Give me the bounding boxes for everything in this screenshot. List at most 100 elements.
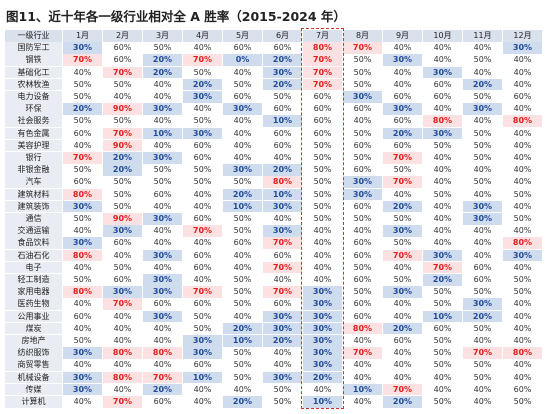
win-rate: 20% bbox=[143, 66, 182, 79]
win-rate: 40% bbox=[193, 201, 212, 211]
win-rate: 10% bbox=[303, 396, 342, 408]
win-rate: 70% bbox=[383, 249, 422, 262]
win-rate: 50% bbox=[273, 92, 292, 101]
win-rate: 40% bbox=[193, 275, 212, 284]
win-rate: 50% bbox=[193, 116, 212, 126]
column-header: 3月 bbox=[143, 30, 182, 42]
win-rate: 30% bbox=[63, 42, 102, 54]
win-rate: 60% bbox=[273, 299, 292, 309]
win-rate: 40% bbox=[73, 67, 92, 77]
win-rate: 60% bbox=[233, 92, 252, 101]
win-rate: 40% bbox=[153, 140, 172, 150]
win-rate: 50% bbox=[513, 275, 532, 284]
win-rate: 40% bbox=[113, 311, 132, 321]
industry-name: 计算机 bbox=[5, 396, 62, 408]
win-rate: 60% bbox=[193, 299, 212, 309]
win-rate: 70% bbox=[343, 347, 382, 359]
win-rate: 50% bbox=[113, 79, 132, 89]
win-rate: 50% bbox=[473, 360, 492, 370]
win-rate: 30% bbox=[343, 176, 382, 188]
win-rate: 40% bbox=[513, 140, 532, 150]
win-rate: 80% bbox=[303, 42, 342, 54]
column-header: 12月 bbox=[503, 30, 542, 42]
win-rate: 50% bbox=[313, 214, 332, 223]
win-rate: 60% bbox=[393, 116, 412, 126]
win-rate: 90% bbox=[103, 103, 142, 115]
win-rate: 50% bbox=[433, 360, 452, 370]
win-rate: 10% bbox=[183, 371, 222, 384]
win-rate: 40% bbox=[433, 384, 452, 394]
win-rate: 60% bbox=[353, 250, 372, 260]
win-rate: 30% bbox=[143, 152, 182, 164]
win-rate: 50% bbox=[73, 336, 92, 345]
win-rate: 40% bbox=[393, 372, 412, 382]
win-rate: 60% bbox=[353, 311, 372, 321]
win-rate: 40% bbox=[233, 128, 252, 138]
win-rate: 50% bbox=[353, 55, 372, 65]
win-rate: 40% bbox=[513, 360, 532, 370]
win-rate: 10% bbox=[263, 115, 302, 127]
win-rate: 30% bbox=[183, 127, 222, 140]
win-rate: 60% bbox=[473, 275, 492, 284]
win-rate: 50% bbox=[313, 140, 332, 150]
win-rate: 50% bbox=[433, 397, 452, 406]
win-rate: 40% bbox=[393, 360, 412, 370]
win-rate: 30% bbox=[303, 335, 342, 347]
win-rate: 30% bbox=[143, 274, 182, 286]
win-rate: 40% bbox=[113, 92, 132, 101]
win-rate: 60% bbox=[393, 336, 412, 345]
win-rate: 50% bbox=[273, 384, 292, 394]
win-rate: 40% bbox=[513, 323, 532, 333]
win-rate: 50% bbox=[153, 165, 172, 175]
win-rate: 30% bbox=[303, 347, 342, 359]
win-rate: 40% bbox=[313, 275, 332, 284]
win-rate: 10% bbox=[223, 335, 262, 347]
industry-name: 钢铁 bbox=[5, 54, 62, 66]
win-rate: 90% bbox=[103, 139, 142, 152]
win-rate: 70% bbox=[103, 298, 142, 310]
win-rate: 50% bbox=[233, 177, 252, 187]
win-rate: 60% bbox=[513, 384, 532, 394]
win-rate: 40% bbox=[353, 226, 372, 236]
win-rate: 40% bbox=[433, 55, 452, 65]
win-rate: 40% bbox=[513, 153, 532, 162]
win-rate: 50% bbox=[73, 79, 92, 89]
win-rate: 20% bbox=[223, 322, 262, 335]
win-rate: 70% bbox=[383, 152, 422, 164]
win-rate: 30% bbox=[303, 286, 342, 298]
win-rate: 20% bbox=[223, 396, 262, 408]
win-rate: 40% bbox=[513, 165, 532, 175]
industry-name: 房地产 bbox=[5, 335, 62, 347]
win-rate: 20% bbox=[383, 127, 422, 140]
win-rate: 40% bbox=[313, 226, 332, 236]
win-rate: 50% bbox=[473, 128, 492, 138]
win-rate: 30% bbox=[143, 213, 182, 225]
win-rate: 50% bbox=[313, 153, 332, 162]
win-rate: 40% bbox=[73, 226, 92, 236]
win-rate: 40% bbox=[433, 214, 452, 223]
win-rate: 30% bbox=[143, 103, 182, 115]
win-rate: 50% bbox=[73, 275, 92, 284]
win-rate: 30% bbox=[263, 66, 302, 79]
win-rate: 30% bbox=[143, 249, 182, 262]
win-rate: 80% bbox=[343, 322, 382, 335]
win-rate: 40% bbox=[113, 250, 132, 260]
win-rate: 60% bbox=[393, 92, 412, 101]
win-rate: 30% bbox=[63, 237, 102, 249]
win-rate: 50% bbox=[113, 201, 132, 211]
win-rate: 30% bbox=[423, 66, 462, 79]
win-rate: 70% bbox=[343, 42, 382, 54]
industry-name: 交通运输 bbox=[5, 225, 62, 237]
win-rate: 50% bbox=[393, 238, 412, 248]
industry-name: 电子 bbox=[5, 261, 62, 274]
win-rate: 60% bbox=[353, 299, 372, 309]
column-header: 5月 bbox=[223, 30, 262, 42]
win-rate: 40% bbox=[193, 104, 212, 114]
win-rate: 60% bbox=[273, 128, 292, 138]
industry-name: 通信 bbox=[5, 213, 62, 225]
win-rate: 40% bbox=[313, 238, 332, 248]
win-rate: 60% bbox=[73, 177, 92, 187]
win-rate: 40% bbox=[73, 323, 92, 333]
win-rate: 60% bbox=[353, 201, 372, 211]
win-rate: 70% bbox=[183, 225, 222, 237]
